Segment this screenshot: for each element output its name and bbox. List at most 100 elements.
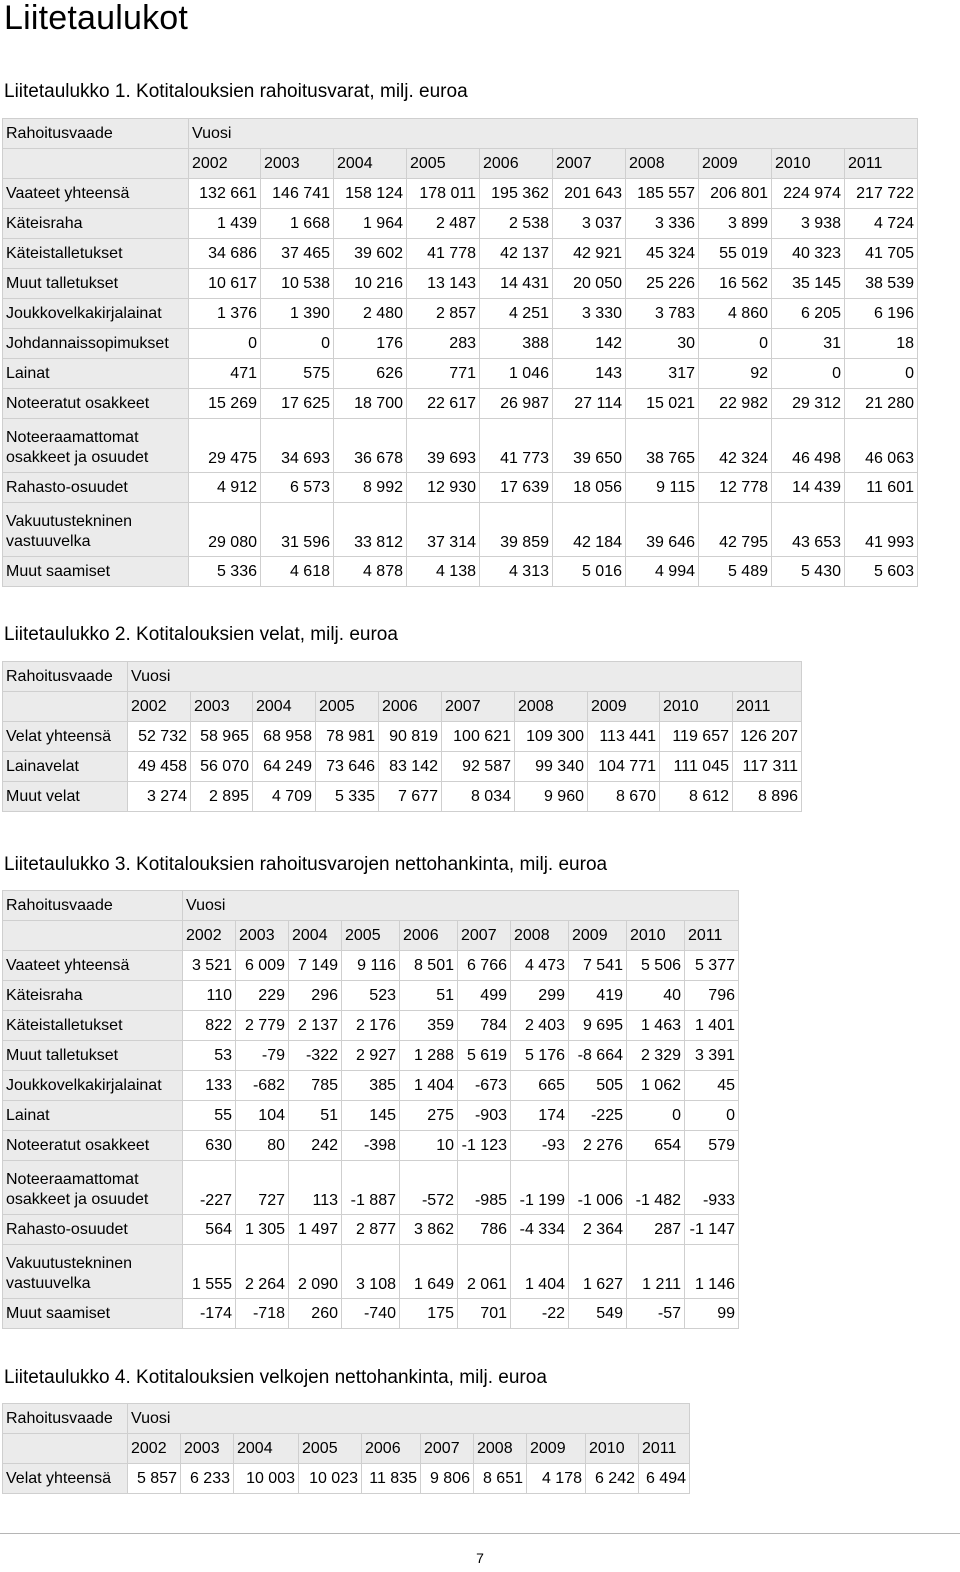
value-cell: 0 bbox=[626, 1100, 685, 1131]
value-cell: 1 404 bbox=[399, 1070, 458, 1101]
table-row: Vaateet yhteensä 132 661 146 741 158 124 178… bbox=[2, 178, 918, 209]
value-cell: 110 bbox=[182, 980, 236, 1011]
value-cell: 10 bbox=[399, 1130, 458, 1161]
value-cell: 224 974 bbox=[771, 178, 845, 209]
value-cell: 4 313 bbox=[479, 556, 553, 587]
value-cell: 471 bbox=[188, 358, 261, 389]
value-cell: 630 bbox=[182, 1130, 236, 1161]
years-row: 2002 2003 2004 2005 2006 2007 2008 2009 2010 2011 bbox=[2, 691, 802, 722]
table-row: Velat yhteensä 52 732 58 965 68 958 78 981 90… bbox=[2, 721, 802, 752]
value-cell: 771 bbox=[406, 358, 480, 389]
value-cell: 2 927 bbox=[341, 1040, 400, 1071]
value-cell: 18 056 bbox=[552, 472, 626, 503]
year-header: 2002 bbox=[127, 691, 191, 722]
row-label-text: Muut talletukset bbox=[6, 274, 119, 292]
row-label: Käteisraha bbox=[2, 980, 183, 1011]
value-cell: 549 bbox=[568, 1298, 627, 1329]
value-cell: 22 982 bbox=[698, 388, 772, 419]
table-row: Lainavelat 49 458 56 070 64 249 73 646 83 142… bbox=[2, 751, 802, 782]
value-cell: 3 938 bbox=[771, 208, 845, 239]
value-cell: 822 bbox=[182, 1010, 236, 1041]
value-cell: 2 487 bbox=[406, 208, 480, 239]
value-cell: 2 176 bbox=[341, 1010, 400, 1041]
year-header: 2006 bbox=[399, 920, 458, 951]
value-cell: 727 bbox=[235, 1160, 289, 1215]
value-cell: 80 bbox=[235, 1130, 289, 1161]
value-cell: 0 bbox=[260, 328, 334, 359]
year-header: 2005 bbox=[298, 1433, 362, 1464]
value-cell: 18 700 bbox=[333, 388, 407, 419]
value-cell: 41 778 bbox=[406, 238, 480, 269]
table-row: Johdannaissopimukset 0 0 176 283 388 142 30 0 31 1… bbox=[2, 328, 918, 359]
value-cell: 786 bbox=[457, 1214, 511, 1245]
value-cell: 10 216 bbox=[333, 268, 407, 299]
year-label: Vuosi bbox=[188, 118, 918, 149]
value-cell: 7 149 bbox=[288, 950, 342, 981]
value-cell: 1 497 bbox=[288, 1214, 342, 1245]
value-cell: 2 480 bbox=[333, 298, 407, 329]
row-label: Noteeraamattomat osakkeet ja osuudet bbox=[2, 418, 189, 473]
value-cell: 68 958 bbox=[252, 721, 316, 752]
value-cell: 174 bbox=[510, 1100, 569, 1131]
row-label-text: Muut saamiset bbox=[6, 1304, 111, 1322]
value-cell: 3 330 bbox=[552, 298, 626, 329]
years-row: 2002 2003 2004 2005 2006 2007 2008 2009 2010 2011 bbox=[2, 1433, 690, 1464]
value-cell: 21 280 bbox=[844, 388, 918, 419]
year-header: 2006 bbox=[361, 1433, 421, 1464]
value-cell: 299 bbox=[510, 980, 569, 1011]
value-cell: 3 521 bbox=[182, 950, 236, 981]
value-cell: 17 625 bbox=[260, 388, 334, 419]
value-cell: 22 617 bbox=[406, 388, 480, 419]
value-cell: 51 bbox=[288, 1100, 342, 1131]
row-label: Käteistalletukset bbox=[2, 238, 189, 269]
value-cell: 46 498 bbox=[771, 418, 845, 473]
year-header: 2007 bbox=[552, 148, 626, 179]
value-cell: 9 115 bbox=[625, 472, 699, 503]
value-cell: 56 070 bbox=[190, 751, 253, 782]
page-title: Liitetaulukot bbox=[4, 0, 189, 37]
row-label-text: Noteeratut osakkeet bbox=[6, 394, 150, 412]
value-cell: -322 bbox=[288, 1040, 342, 1071]
row-label-text: Noteeratut osakkeet bbox=[6, 1136, 150, 1154]
value-cell: 92 bbox=[698, 358, 772, 389]
value-cell: 5 857 bbox=[127, 1463, 181, 1494]
row-label: Lainat bbox=[2, 1100, 183, 1131]
value-cell: 7 541 bbox=[568, 950, 627, 981]
header-label: Rahoitusvaade bbox=[2, 118, 189, 149]
value-cell: 283 bbox=[406, 328, 480, 359]
value-cell: 784 bbox=[457, 1010, 511, 1041]
value-cell: 20 050 bbox=[552, 268, 626, 299]
value-cell: 8 501 bbox=[399, 950, 458, 981]
value-cell: -225 bbox=[568, 1100, 627, 1131]
table-1-title: Liitetaulukko 1. Kotitalouksien rahoitus… bbox=[4, 81, 468, 102]
value-cell: 296 bbox=[288, 980, 342, 1011]
value-cell: 175 bbox=[399, 1298, 458, 1329]
value-cell: 1 404 bbox=[510, 1244, 569, 1299]
row-label: Noteeratut osakkeet bbox=[2, 388, 189, 419]
year-header: 2010 bbox=[626, 920, 685, 951]
value-cell: 10 023 bbox=[298, 1463, 362, 1494]
value-cell: 185 557 bbox=[625, 178, 699, 209]
table-row: Muut saamiset 5 336 4 618 4 878 4 138 4 313 5 … bbox=[2, 556, 918, 587]
value-cell: 13 143 bbox=[406, 268, 480, 299]
header-blank-cell bbox=[2, 920, 183, 951]
value-cell: 388 bbox=[479, 328, 553, 359]
value-cell: -398 bbox=[341, 1130, 400, 1161]
header-row: Rahoitusvaade Vuosi bbox=[2, 890, 739, 921]
table-3-title: Liitetaulukko 3. Kotitalouksien rahoitus… bbox=[4, 854, 608, 875]
value-cell: 92 587 bbox=[441, 751, 515, 782]
value-cell: 0 bbox=[771, 358, 845, 389]
value-cell: 1 401 bbox=[684, 1010, 739, 1041]
value-cell: 2 061 bbox=[457, 1244, 511, 1299]
value-cell: 42 184 bbox=[552, 502, 626, 557]
value-cell: 12 778 bbox=[698, 472, 772, 503]
value-cell: 2 329 bbox=[626, 1040, 685, 1071]
row-label-text: Käteistalletukset bbox=[6, 244, 123, 262]
value-cell: -8 664 bbox=[568, 1040, 627, 1071]
table-row: Noteeraamattomat osakkeet ja osuudet -227 7… bbox=[2, 1160, 739, 1215]
value-cell: -57 bbox=[626, 1298, 685, 1329]
value-cell: 0 bbox=[698, 328, 772, 359]
value-cell: 1 046 bbox=[479, 358, 553, 389]
table-row: Muut talletukset 53 -79 -322 2 927 1 288 5 619… bbox=[2, 1040, 739, 1071]
year-label: Vuosi bbox=[127, 1403, 690, 1434]
